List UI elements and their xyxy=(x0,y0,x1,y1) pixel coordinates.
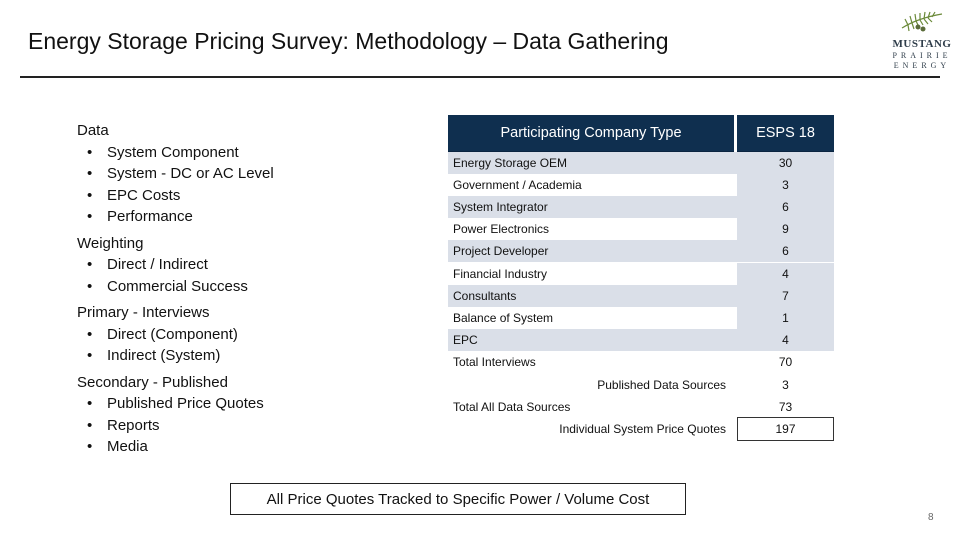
list-item: Commercial Success xyxy=(77,276,274,298)
primary-section: Primary - Interviews Direct (Component) … xyxy=(77,302,274,367)
row-value: 3 xyxy=(737,174,834,196)
row-label: Individual System Price Quotes xyxy=(559,422,726,436)
list-item: System Component xyxy=(77,142,274,164)
total-all-row: Total All Data Sources 73 xyxy=(448,396,834,418)
row-value: 1 xyxy=(737,307,834,329)
row-value: 6 xyxy=(782,200,789,214)
row-label: Balance of System xyxy=(453,311,554,325)
table-row: Energy Storage OEM 30 xyxy=(448,152,834,174)
list-item: Indirect (System) xyxy=(77,345,274,367)
table-row: Balance of System 1 xyxy=(448,307,834,329)
row-label: System Integrator xyxy=(453,200,548,214)
row-value: 6 xyxy=(782,244,789,258)
section-heading: Data xyxy=(77,122,109,139)
table-row: Project Developer 6 xyxy=(448,240,834,262)
weighting-section: Weighting Direct / Indirect Commercial S… xyxy=(77,233,274,298)
row-value: 70 xyxy=(778,355,793,369)
list-item: Media xyxy=(77,436,274,458)
pine-branch-icon xyxy=(901,11,943,32)
list-item: System - DC or AC Level xyxy=(77,163,274,185)
header-esps: ESPS 18 xyxy=(737,115,834,152)
row-value: 73 xyxy=(778,400,793,414)
logo-line-1: MUSTANG xyxy=(892,38,952,50)
table-row: Financial Industry 4 xyxy=(448,263,834,285)
row-value: 30 xyxy=(778,156,793,170)
row-value: 3 xyxy=(782,378,789,392)
row-label: Energy Storage OEM xyxy=(453,156,568,170)
secondary-section: Secondary - Published Published Price Qu… xyxy=(77,372,274,458)
list-item: EPC Costs xyxy=(77,185,274,207)
row-label: Government / Academia xyxy=(453,178,582,192)
list-item: Performance xyxy=(77,206,274,228)
row-value: 4 xyxy=(737,263,834,285)
total-interviews-row: Total Interviews 70 xyxy=(448,351,834,373)
logo-line-2: PRAIRIE xyxy=(892,51,952,60)
page-number: 8 xyxy=(928,512,934,523)
data-section: Data System Component System - DC or AC … xyxy=(77,120,274,228)
row-label: Financial Industry xyxy=(453,267,548,281)
methodology-list: Data System Component System - DC or AC … xyxy=(77,120,274,463)
table-row: EPC 4 xyxy=(448,329,834,351)
list-item: Published Price Quotes xyxy=(77,393,274,415)
list-item: Direct / Indirect xyxy=(77,254,274,276)
published-sources-row: Published Data Sources 3 xyxy=(448,374,834,396)
table-row: Government / Academia 3 xyxy=(448,174,834,196)
section-heading: Weighting xyxy=(77,234,144,252)
individual-quotes-row: Individual System Price Quotes 197 xyxy=(448,417,834,441)
row-value: 7 xyxy=(782,289,789,303)
row-label: Project Developer xyxy=(453,244,549,258)
footer-callout: All Price Quotes Tracked to Specific Pow… xyxy=(230,483,686,515)
title-divider xyxy=(20,76,940,78)
row-label: Published Data Sources xyxy=(597,378,726,392)
logo-line-3: ENERGY xyxy=(893,61,951,70)
row-label: Total Interviews xyxy=(453,355,536,369)
row-label: Power Electronics xyxy=(453,222,550,236)
row-label: Total All Data Sources xyxy=(453,400,571,414)
page-title: Energy Storage Pricing Survey: Methodolo… xyxy=(28,28,669,54)
list-item: Reports xyxy=(77,415,274,437)
row-label: Consultants xyxy=(453,289,517,303)
row-value: 9 xyxy=(737,218,834,240)
table-row: Consultants 7 xyxy=(448,285,834,307)
header-company-type: Participating Company Type xyxy=(448,115,734,152)
table-row: System Integrator 6 xyxy=(448,196,834,218)
list-item: Direct (Component) xyxy=(77,324,274,346)
section-heading: Secondary - Published xyxy=(77,373,228,391)
company-logo: MUSTANG PRAIRIE ENERGY xyxy=(888,8,956,70)
table-row: Power Electronics 9 xyxy=(448,218,834,240)
row-value: 4 xyxy=(782,333,789,347)
row-label: EPC xyxy=(453,333,478,347)
row-value: 197 xyxy=(737,417,834,441)
section-heading: Primary - Interviews xyxy=(77,304,210,321)
